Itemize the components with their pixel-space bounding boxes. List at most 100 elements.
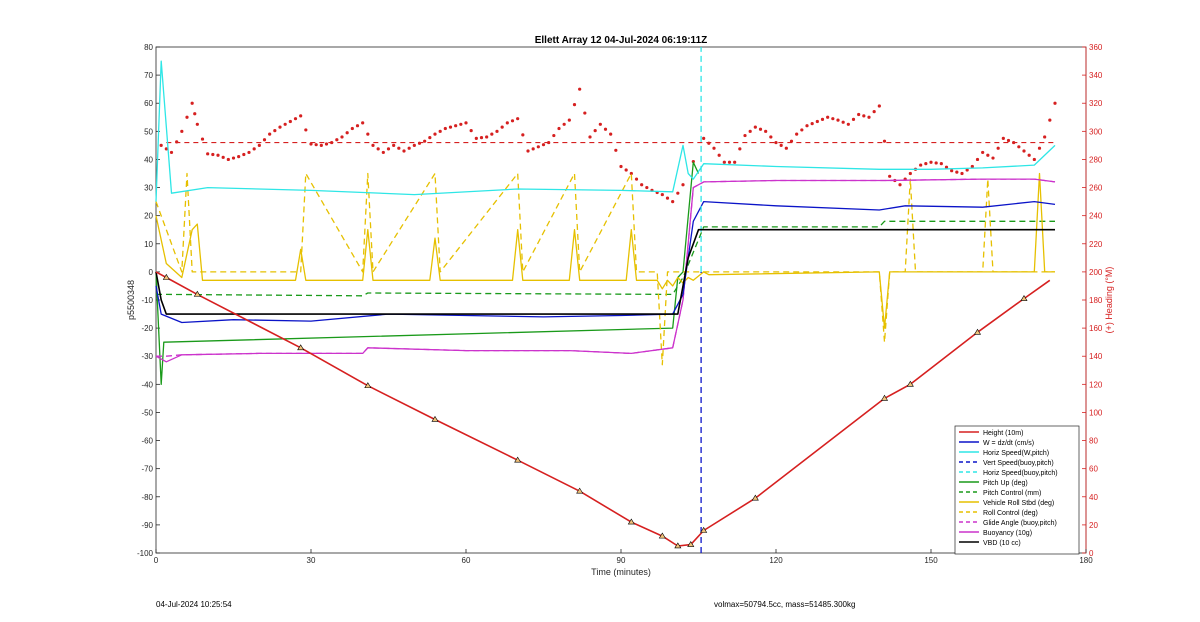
heading-point — [206, 152, 210, 156]
heading-point — [753, 125, 757, 129]
series-line — [155, 161, 700, 385]
heading-point — [428, 136, 432, 140]
heading-point — [583, 111, 587, 115]
heading-point — [960, 171, 964, 176]
heading-point — [216, 153, 220, 157]
y2-tick-label: 360 — [1089, 43, 1103, 52]
heading-point — [268, 132, 272, 136]
heading-point — [159, 143, 163, 147]
heading-point — [371, 143, 375, 147]
heading-point — [975, 157, 980, 162]
heading-point — [231, 156, 236, 160]
heading-point — [552, 133, 556, 138]
x-tick-label: 180 — [1079, 556, 1093, 565]
y-tick-label: -10 — [141, 296, 153, 305]
legend-label: Glide Angle (buoy,pitch) — [983, 520, 1057, 527]
legend-label: Pitch Up (deg) — [983, 480, 1028, 487]
heading-point — [386, 147, 391, 151]
heading-point — [748, 129, 752, 133]
y2-tick-label: 120 — [1089, 380, 1103, 389]
heading-point — [702, 136, 706, 140]
heading-point — [888, 174, 892, 178]
heading-point — [531, 147, 535, 151]
height-marker — [658, 532, 666, 539]
series-line — [155, 228, 1055, 315]
heading-point — [733, 160, 737, 164]
heading-point — [237, 155, 241, 159]
heading-point — [774, 140, 778, 145]
y2-tick-label: 260 — [1089, 184, 1103, 193]
height-marker — [297, 344, 305, 351]
heading-point — [872, 110, 876, 114]
heading-point — [800, 128, 804, 132]
heading-point — [474, 136, 478, 140]
heading-point — [557, 126, 561, 131]
legend-label: Buoyancy (10g) — [983, 530, 1032, 537]
y2-tick-label: 340 — [1089, 71, 1103, 80]
heading-point — [1017, 145, 1021, 149]
heading-point — [609, 132, 613, 136]
x-tick-label: 30 — [307, 556, 316, 565]
heading-point — [299, 114, 303, 118]
heading-point — [226, 157, 230, 162]
heading-point — [335, 138, 339, 142]
heading-point — [676, 191, 680, 195]
heading-point — [443, 126, 447, 131]
heading-point — [681, 183, 685, 187]
height-marker — [193, 290, 201, 297]
height-marker — [880, 394, 889, 401]
heading-point — [1012, 140, 1016, 145]
heading-point — [536, 145, 540, 149]
heading-point — [490, 132, 494, 136]
heading-point — [485, 135, 489, 139]
heading-point — [340, 135, 344, 139]
heading-point — [831, 117, 835, 121]
y2-axis-label: (+) Heading (°M) — [1104, 267, 1114, 334]
x-tick-label: 0 — [154, 556, 159, 565]
y2-tick-label: 300 — [1089, 127, 1103, 136]
heading-point — [986, 153, 990, 157]
heading-point — [366, 132, 370, 136]
heading-point — [851, 117, 856, 121]
heading-point — [495, 129, 499, 133]
heading-point — [965, 168, 969, 172]
y2-tick-label: 240 — [1089, 212, 1103, 221]
y-tick-label: -20 — [141, 324, 153, 333]
y2-tick-label: 280 — [1089, 155, 1103, 164]
heading-point — [1006, 138, 1011, 143]
heading-point — [784, 146, 788, 150]
heading-point — [262, 138, 267, 142]
legend: Height (10m) W = dz/dt (cm/s) Horiz Speed(… — [954, 425, 1080, 555]
heading-point — [1027, 153, 1031, 157]
heading-point — [862, 114, 866, 118]
heading-point — [376, 147, 380, 151]
y-tick-label: 60 — [144, 99, 153, 108]
x-tick-label: 60 — [462, 556, 471, 565]
heading-point — [521, 133, 525, 137]
y-tick-label: -90 — [141, 521, 153, 530]
heading-point — [314, 143, 318, 147]
heading-point — [397, 146, 401, 150]
heading-point — [479, 136, 484, 140]
heading-point — [815, 119, 819, 124]
heading-point — [619, 164, 623, 169]
heading-point — [691, 159, 695, 164]
heading-point — [293, 117, 298, 121]
heading-point — [185, 115, 189, 119]
heading-point — [304, 128, 308, 132]
heading-point — [867, 115, 871, 119]
height-marker — [973, 328, 982, 335]
heading-point — [981, 150, 985, 155]
heading-point — [795, 132, 799, 136]
heading-point — [273, 129, 277, 133]
heading-point — [433, 132, 437, 136]
series-line — [155, 60, 1056, 202]
heading-point — [645, 185, 649, 190]
heading-point — [614, 148, 618, 152]
y-tick-label: -100 — [137, 549, 154, 558]
heading-point — [588, 135, 592, 139]
heading-point — [789, 139, 794, 143]
y-tick-label: 50 — [144, 127, 153, 136]
y-tick-label: 0 — [149, 268, 154, 277]
y-tick-label: 40 — [144, 155, 153, 164]
